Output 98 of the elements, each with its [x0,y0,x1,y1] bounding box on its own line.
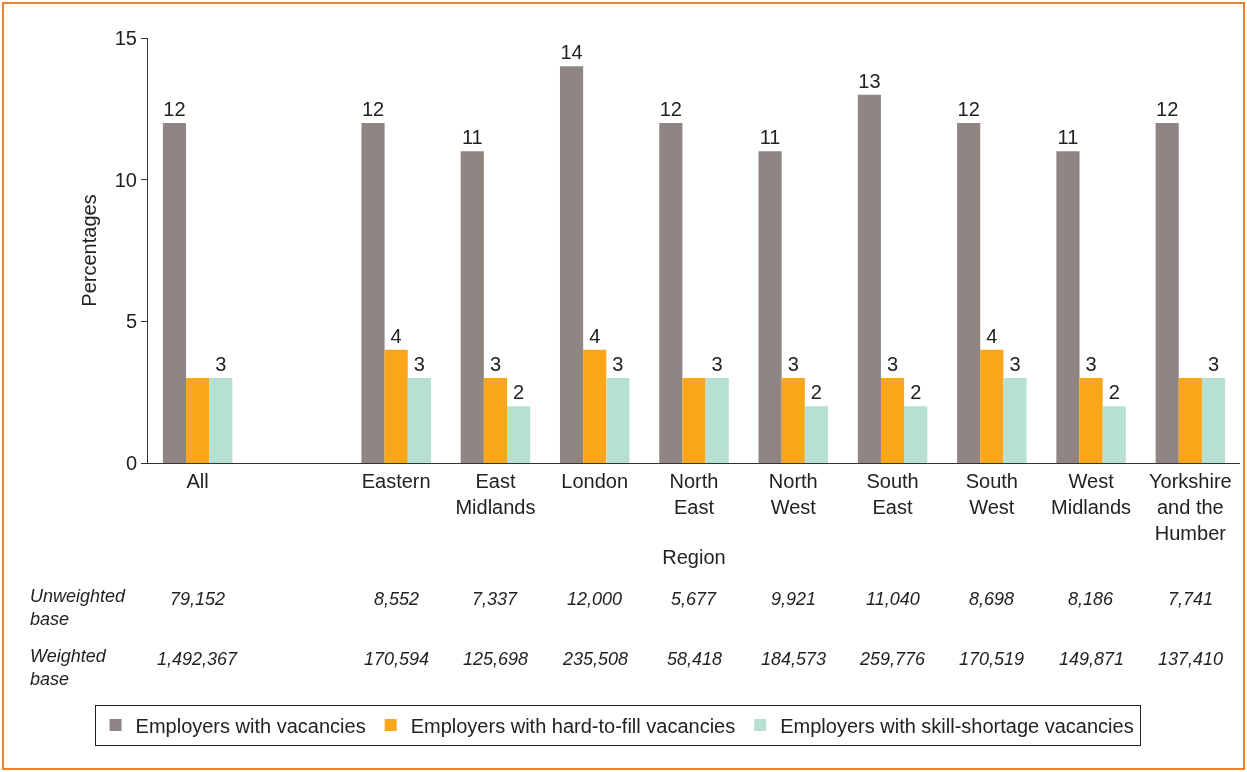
text: 9,921 [771,589,817,609]
data-label: 3 [1085,353,1097,375]
bar [483,378,508,463]
text: 11,040 [866,589,920,609]
text: 170,519 [959,649,1025,669]
bar [1102,406,1126,463]
data-label: 3 [1207,353,1220,375]
data-label: 12 [957,98,980,120]
bar [559,66,584,463]
text: 7,337 [472,589,519,609]
x-axis-title: Region [662,545,726,568]
text: 8,698 [969,589,1015,609]
x-tick-label: East Midlands [455,470,536,518]
legend-label: Employers with hard-to-fill vacancies [410,714,736,737]
x-tick-label: Eastern [361,470,431,492]
data-label: 3 [489,353,502,375]
bar [980,349,1004,463]
bar [705,378,729,463]
bar [460,151,484,463]
data-label: 2 [810,381,822,404]
bar [659,123,683,463]
bar [1178,378,1202,463]
bar [682,378,706,463]
text: Unweighted base [30,586,127,630]
data-label: 12 [163,98,186,120]
legend-label: Employers with skill-shortage vacancies [780,714,1134,737]
data-label: 3 [1009,353,1021,375]
data-label: 12 [659,98,682,120]
legend-label: Employers with vacancies [135,714,366,737]
text: 184,573 [761,649,827,669]
data-label: 3 [612,353,624,375]
text: 8,552 [374,589,420,609]
data-label: 3 [413,353,425,375]
y-axis-title: Percentages [78,194,101,307]
bar [1056,151,1080,463]
bar [804,406,829,463]
y-tick-label: 0 [125,452,137,474]
data-label: 14 [560,41,583,64]
x-tick-label: Yorkshire and the Humber [1149,470,1232,544]
data-label: 13 [858,69,881,92]
data-label: 2 [513,381,525,404]
bar [186,378,210,463]
bar [407,378,431,463]
bar [384,349,408,463]
bar [758,151,782,463]
data-label: 3 [215,353,227,375]
text: 58,418 [667,649,723,669]
bar [1003,378,1027,463]
bar [857,94,881,463]
bar [583,349,607,463]
x-tick-label: West Midlands [1051,470,1132,518]
data-label: 4 [589,324,601,347]
bar [880,378,905,463]
bar [904,406,928,463]
data-label: 12 [361,98,385,120]
data-label: 2 [910,381,922,404]
x-tick-label: South East [866,470,919,518]
bar [606,378,630,463]
x-tick-label: North West [768,470,818,518]
data-label: 2 [1108,381,1120,404]
text: 125,698 [463,649,529,669]
data-label: 3 [886,353,899,375]
data-label: 11 [759,126,781,149]
y-tick-label: 5 [125,310,137,333]
bar [957,123,981,463]
y-tick-label: 10 [114,168,137,191]
text: 137,410 [1158,649,1224,669]
text: 1,492,367 [157,649,239,669]
text: 149,871 [1059,649,1125,669]
y-tick-label: 15 [114,27,137,49]
data-label: 4 [390,324,402,347]
bar [361,123,385,463]
bar [1155,123,1179,463]
bar [781,378,805,463]
text: 170,594 [364,649,430,669]
x-tick-label: South West [965,470,1018,518]
data-label: 11 [461,126,483,149]
bar [209,378,233,463]
data-label: 4 [986,324,998,347]
text: 8,186 [1068,589,1115,609]
bar [162,123,187,463]
text: 235,508 [562,649,629,669]
data-label: 3 [711,353,723,375]
text: 12,000 [567,589,623,609]
text: 259,776 [859,649,927,669]
bar [507,406,531,463]
text: 79,152 [170,589,226,609]
bar [1201,378,1226,463]
x-tick-label: London [561,470,629,492]
text: 7,741 [1168,589,1214,609]
bar [1079,378,1103,463]
data-label: 11 [1057,126,1079,149]
text: Weighted base [30,646,107,690]
data-label: 12 [1156,98,1179,120]
data-label: 3 [787,353,799,375]
text: 5,677 [671,589,718,609]
x-tick-label: North East [669,470,719,518]
x-tick-label: All [186,470,209,492]
